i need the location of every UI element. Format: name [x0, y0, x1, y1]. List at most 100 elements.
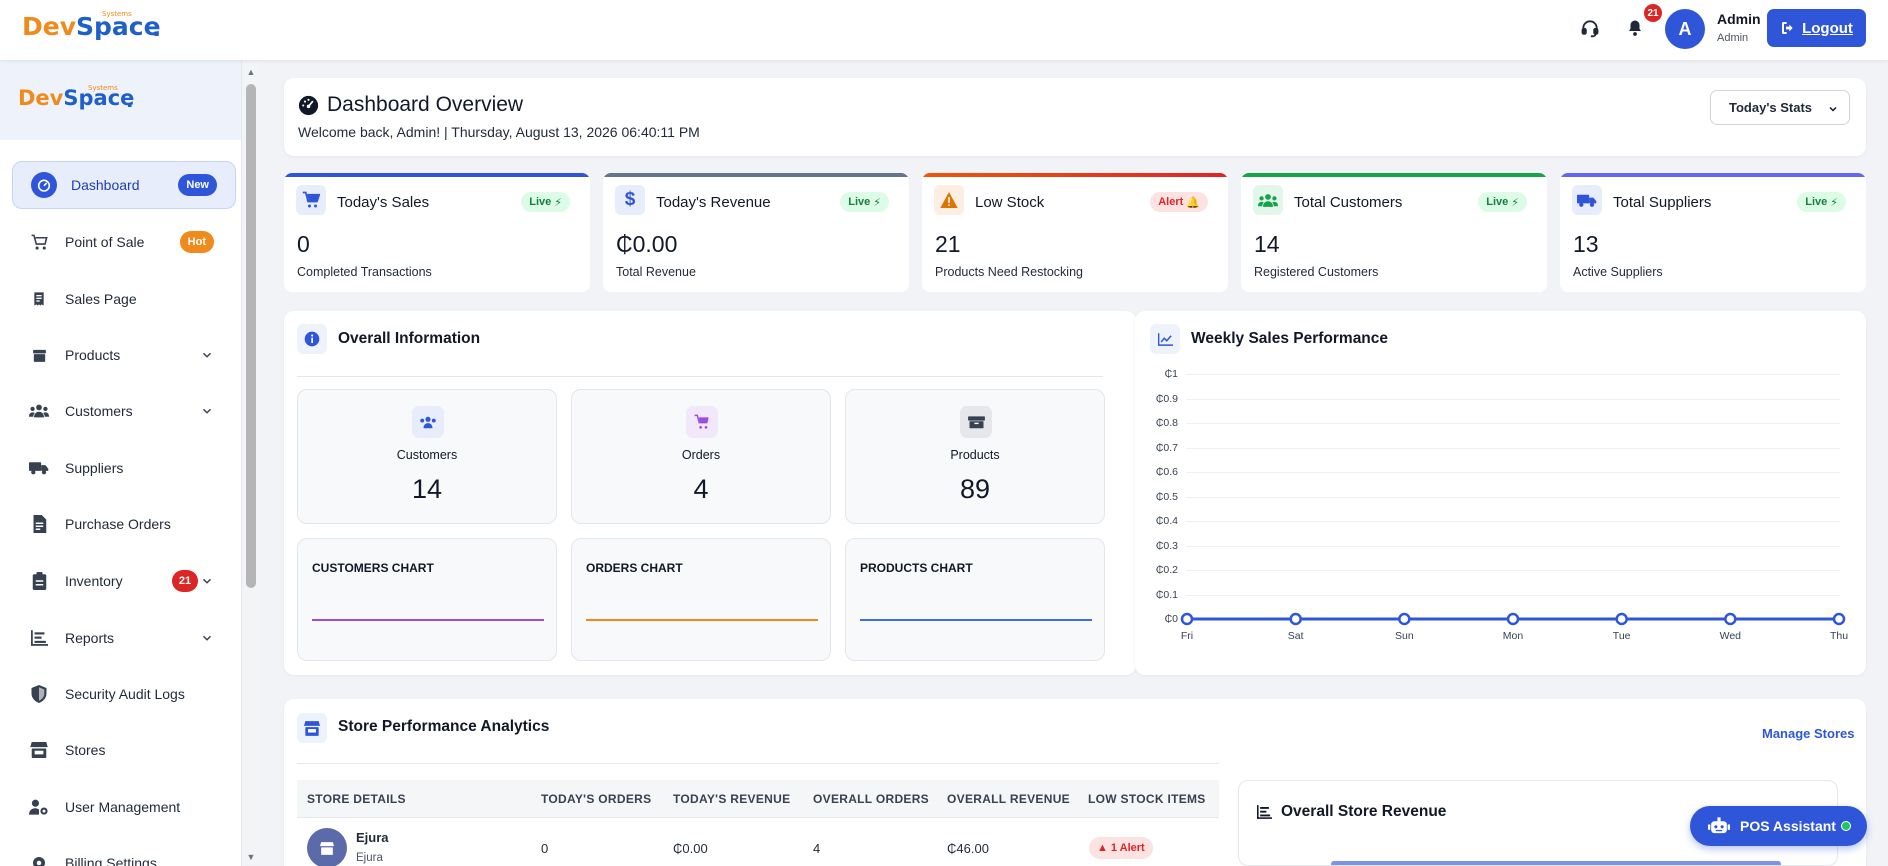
tile-label: Orders — [681, 448, 721, 462]
chevron-down-icon[interactable] — [200, 574, 214, 588]
bolt-icon: ⚡ — [873, 196, 881, 209]
sidebar-item-sales-page[interactable]: Sales Page — [12, 275, 236, 323]
avatar[interactable]: A — [1665, 9, 1705, 49]
logout-icon — [1782, 22, 1793, 34]
logo-dev-text: Dev — [22, 12, 77, 41]
section-divider — [297, 376, 1103, 377]
stat-description: Active Suppliers — [1573, 265, 1663, 279]
sidebar-item-suppliers[interactable]: Suppliers — [12, 444, 236, 492]
products-tile: Products 89 — [845, 389, 1105, 524]
warning-triangle-icon — [934, 185, 964, 215]
sidebar-scrollbar-thumb[interactable] — [246, 84, 256, 588]
column-header: OVERALL ORDERS — [813, 792, 929, 806]
stat-value: ₵0.00 — [616, 231, 678, 257]
stat-description: Products Need Restocking — [935, 265, 1083, 279]
store-name: Ejura — [356, 830, 389, 845]
bolt-icon: ⚡ — [1830, 196, 1838, 209]
customers-chart: CUSTOMERS CHART — [297, 538, 557, 661]
gear-icon — [28, 852, 50, 866]
low-stock-alert-badge[interactable]: ▲ 1 Alert — [1089, 837, 1153, 859]
overall-orders: 4 — [813, 841, 821, 856]
bell-icon[interactable] — [1626, 18, 1648, 40]
y-tick-label: ₵0.4 — [1155, 515, 1178, 527]
badge-text: Live — [529, 196, 552, 208]
sidebar-item-reports[interactable]: Reports — [12, 614, 236, 662]
stats-period-select[interactable]: Today's Stats — [1710, 90, 1850, 125]
x-tick-label: Thu — [1829, 630, 1849, 642]
chart-label: PRODUCTS CHART — [860, 561, 973, 575]
stat-card-todays-sales: Today's Sales Live ⚡ 0 Completed Transact… — [284, 173, 590, 292]
pos-assistant-button[interactable]: POS Assistant — [1690, 806, 1867, 846]
tile-label: Customers — [396, 448, 458, 462]
tile-value: 4 — [693, 474, 709, 504]
x-tick-label: Sun — [1394, 630, 1414, 642]
stat-description: Completed Transactions — [297, 265, 432, 279]
sidebar-item-user-management[interactable]: User Management — [12, 783, 236, 831]
welcome-datetime: Welcome back, Admin! | Thursday, August … — [298, 124, 700, 140]
logo-dot: . — [152, 14, 162, 42]
chart-bar-icon — [1257, 805, 1272, 819]
store-icon — [320, 841, 334, 855]
brand-logo[interactable]: DevSpace Systems . — [22, 10, 162, 42]
info-circle-icon — [297, 324, 327, 354]
stat-accent-bar — [1241, 173, 1547, 177]
chevron-down-icon[interactable] — [200, 631, 214, 645]
stat-title: Total Suppliers — [1613, 194, 1712, 211]
sidebar-item-inventory[interactable]: Inventory 21 — [12, 557, 236, 605]
sidebar-item-dashboard[interactable]: Dashboard New — [12, 161, 236, 209]
sidebar-brand-logo[interactable]: DevSpace Systems . — [18, 84, 134, 112]
sidebar-item-label: Suppliers — [65, 460, 124, 476]
scroll-up-arrow-icon[interactable]: ▲ — [246, 67, 256, 77]
grid-line — [1186, 374, 1840, 375]
grid-line — [1186, 447, 1840, 449]
sidebar-item-label: User Management — [65, 799, 181, 815]
stat-card-total-customers: Total Customers Live ⚡ 14 Registered Cust… — [1241, 173, 1547, 292]
badge-text: 1 Alert — [1110, 842, 1145, 854]
sidebar-item-billing-settings[interactable]: Billing Settings — [12, 839, 236, 866]
support-headset-icon[interactable] — [1580, 18, 1602, 40]
speedometer-icon — [31, 172, 57, 198]
today-revenue: ₵0.00 — [673, 841, 708, 856]
column-header: LOW STOCK ITEMS — [1088, 792, 1206, 806]
logout-button[interactable]: Logout — [1767, 9, 1866, 47]
live-badge: Live ⚡ — [840, 192, 889, 212]
column-header: TODAY'S REVENUE — [673, 792, 791, 806]
user-name: Admin — [1717, 11, 1761, 27]
grid-line — [1186, 545, 1840, 547]
sidebar-item-point-of-sale[interactable]: Point of Sale Hot — [12, 218, 236, 266]
sidebar-item-purchase-orders[interactable]: Purchase Orders — [12, 500, 236, 548]
users-icon — [412, 406, 444, 438]
scroll-down-arrow-icon[interactable]: ▼ — [246, 852, 256, 862]
warning-triangle-icon: ▲ — [1097, 842, 1108, 854]
sidebar-item-security-audit-logs[interactable]: Security Audit Logs — [12, 670, 236, 718]
user-cog-icon — [28, 796, 50, 818]
chart-label: CUSTOMERS CHART — [312, 561, 434, 575]
sidebar-item-label: Billing Settings — [65, 855, 157, 866]
sidebar-item-customers[interactable]: Customers — [12, 387, 236, 435]
chevron-down-icon[interactable] — [200, 348, 214, 362]
chevron-down-icon[interactable] — [200, 404, 214, 418]
alert-badge: Alert 🔔 — [1150, 192, 1208, 212]
pos-assistant-label: POS Assistant — [1740, 818, 1836, 834]
manage-stores-link[interactable]: Manage Stores — [1762, 726, 1855, 741]
sidebar-item-products[interactable]: Products — [12, 331, 236, 379]
boxes-icon — [960, 406, 992, 438]
grid-line — [1186, 398, 1840, 400]
shield-icon — [28, 683, 50, 705]
customers-sparkline — [312, 619, 544, 621]
live-badge: Live ⚡ — [1797, 192, 1846, 212]
robot-icon — [1708, 817, 1730, 834]
sidebar-item-label: Inventory — [65, 573, 123, 589]
bell-icon: 🔔 — [1186, 196, 1200, 209]
truck-icon — [1572, 185, 1602, 215]
weekly-sales-title: Weekly Sales Performance — [1191, 330, 1389, 347]
live-badge: Live ⚡ — [1478, 192, 1527, 212]
bolt-icon: ⚡ — [1511, 196, 1519, 209]
sidebar: DevSpace Systems . Dashboard New Point o… — [0, 60, 242, 866]
sidebar-item-stores[interactable]: Stores — [12, 726, 236, 774]
receipt-icon — [28, 288, 50, 310]
column-header: STORE DETAILS — [307, 792, 406, 806]
stat-card-low-stock: Low Stock Alert 🔔 21 Products Need Restoc… — [922, 173, 1228, 292]
overall-store-revenue-title: Overall Store Revenue — [1281, 803, 1447, 820]
overall-information-title: Overall Information — [338, 330, 481, 347]
